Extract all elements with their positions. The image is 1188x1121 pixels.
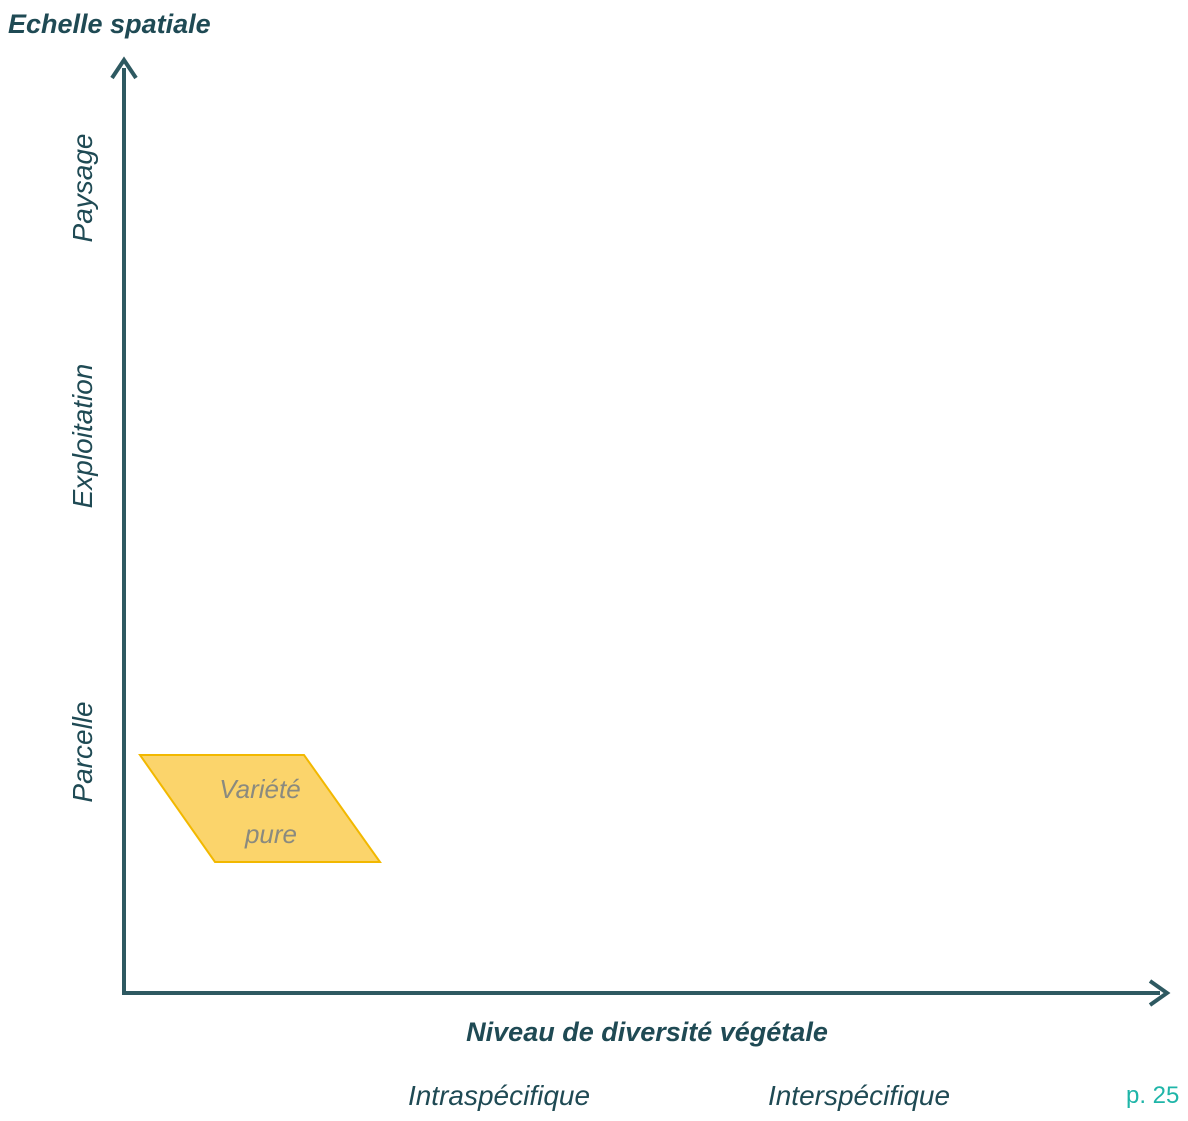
variete-pure-shape: Variété pure — [138, 754, 382, 863]
y-level-exploitation: Exploitation — [67, 364, 98, 509]
page-number: p. 25 — [1126, 1082, 1179, 1109]
y-axis-arrowhead — [110, 56, 138, 80]
x-axis-arrowhead — [1148, 979, 1171, 1007]
variete-pure-parallelogram — [138, 754, 382, 863]
x-level-interspecifique: Interspécifique — [768, 1080, 950, 1111]
y-level-parcelle: Parcelle — [67, 701, 98, 802]
x-level-intraspecifique: Intraspécifique — [408, 1080, 590, 1111]
variete-pure-label-line1: Variété — [219, 774, 300, 804]
variete-pure-label-line2: pure — [244, 819, 297, 849]
y-axis-title: Echelle spatiale — [8, 9, 211, 39]
y-level-paysage: Paysage — [67, 134, 98, 243]
x-axis-title: Niveau de diversité végétale — [466, 1017, 828, 1047]
